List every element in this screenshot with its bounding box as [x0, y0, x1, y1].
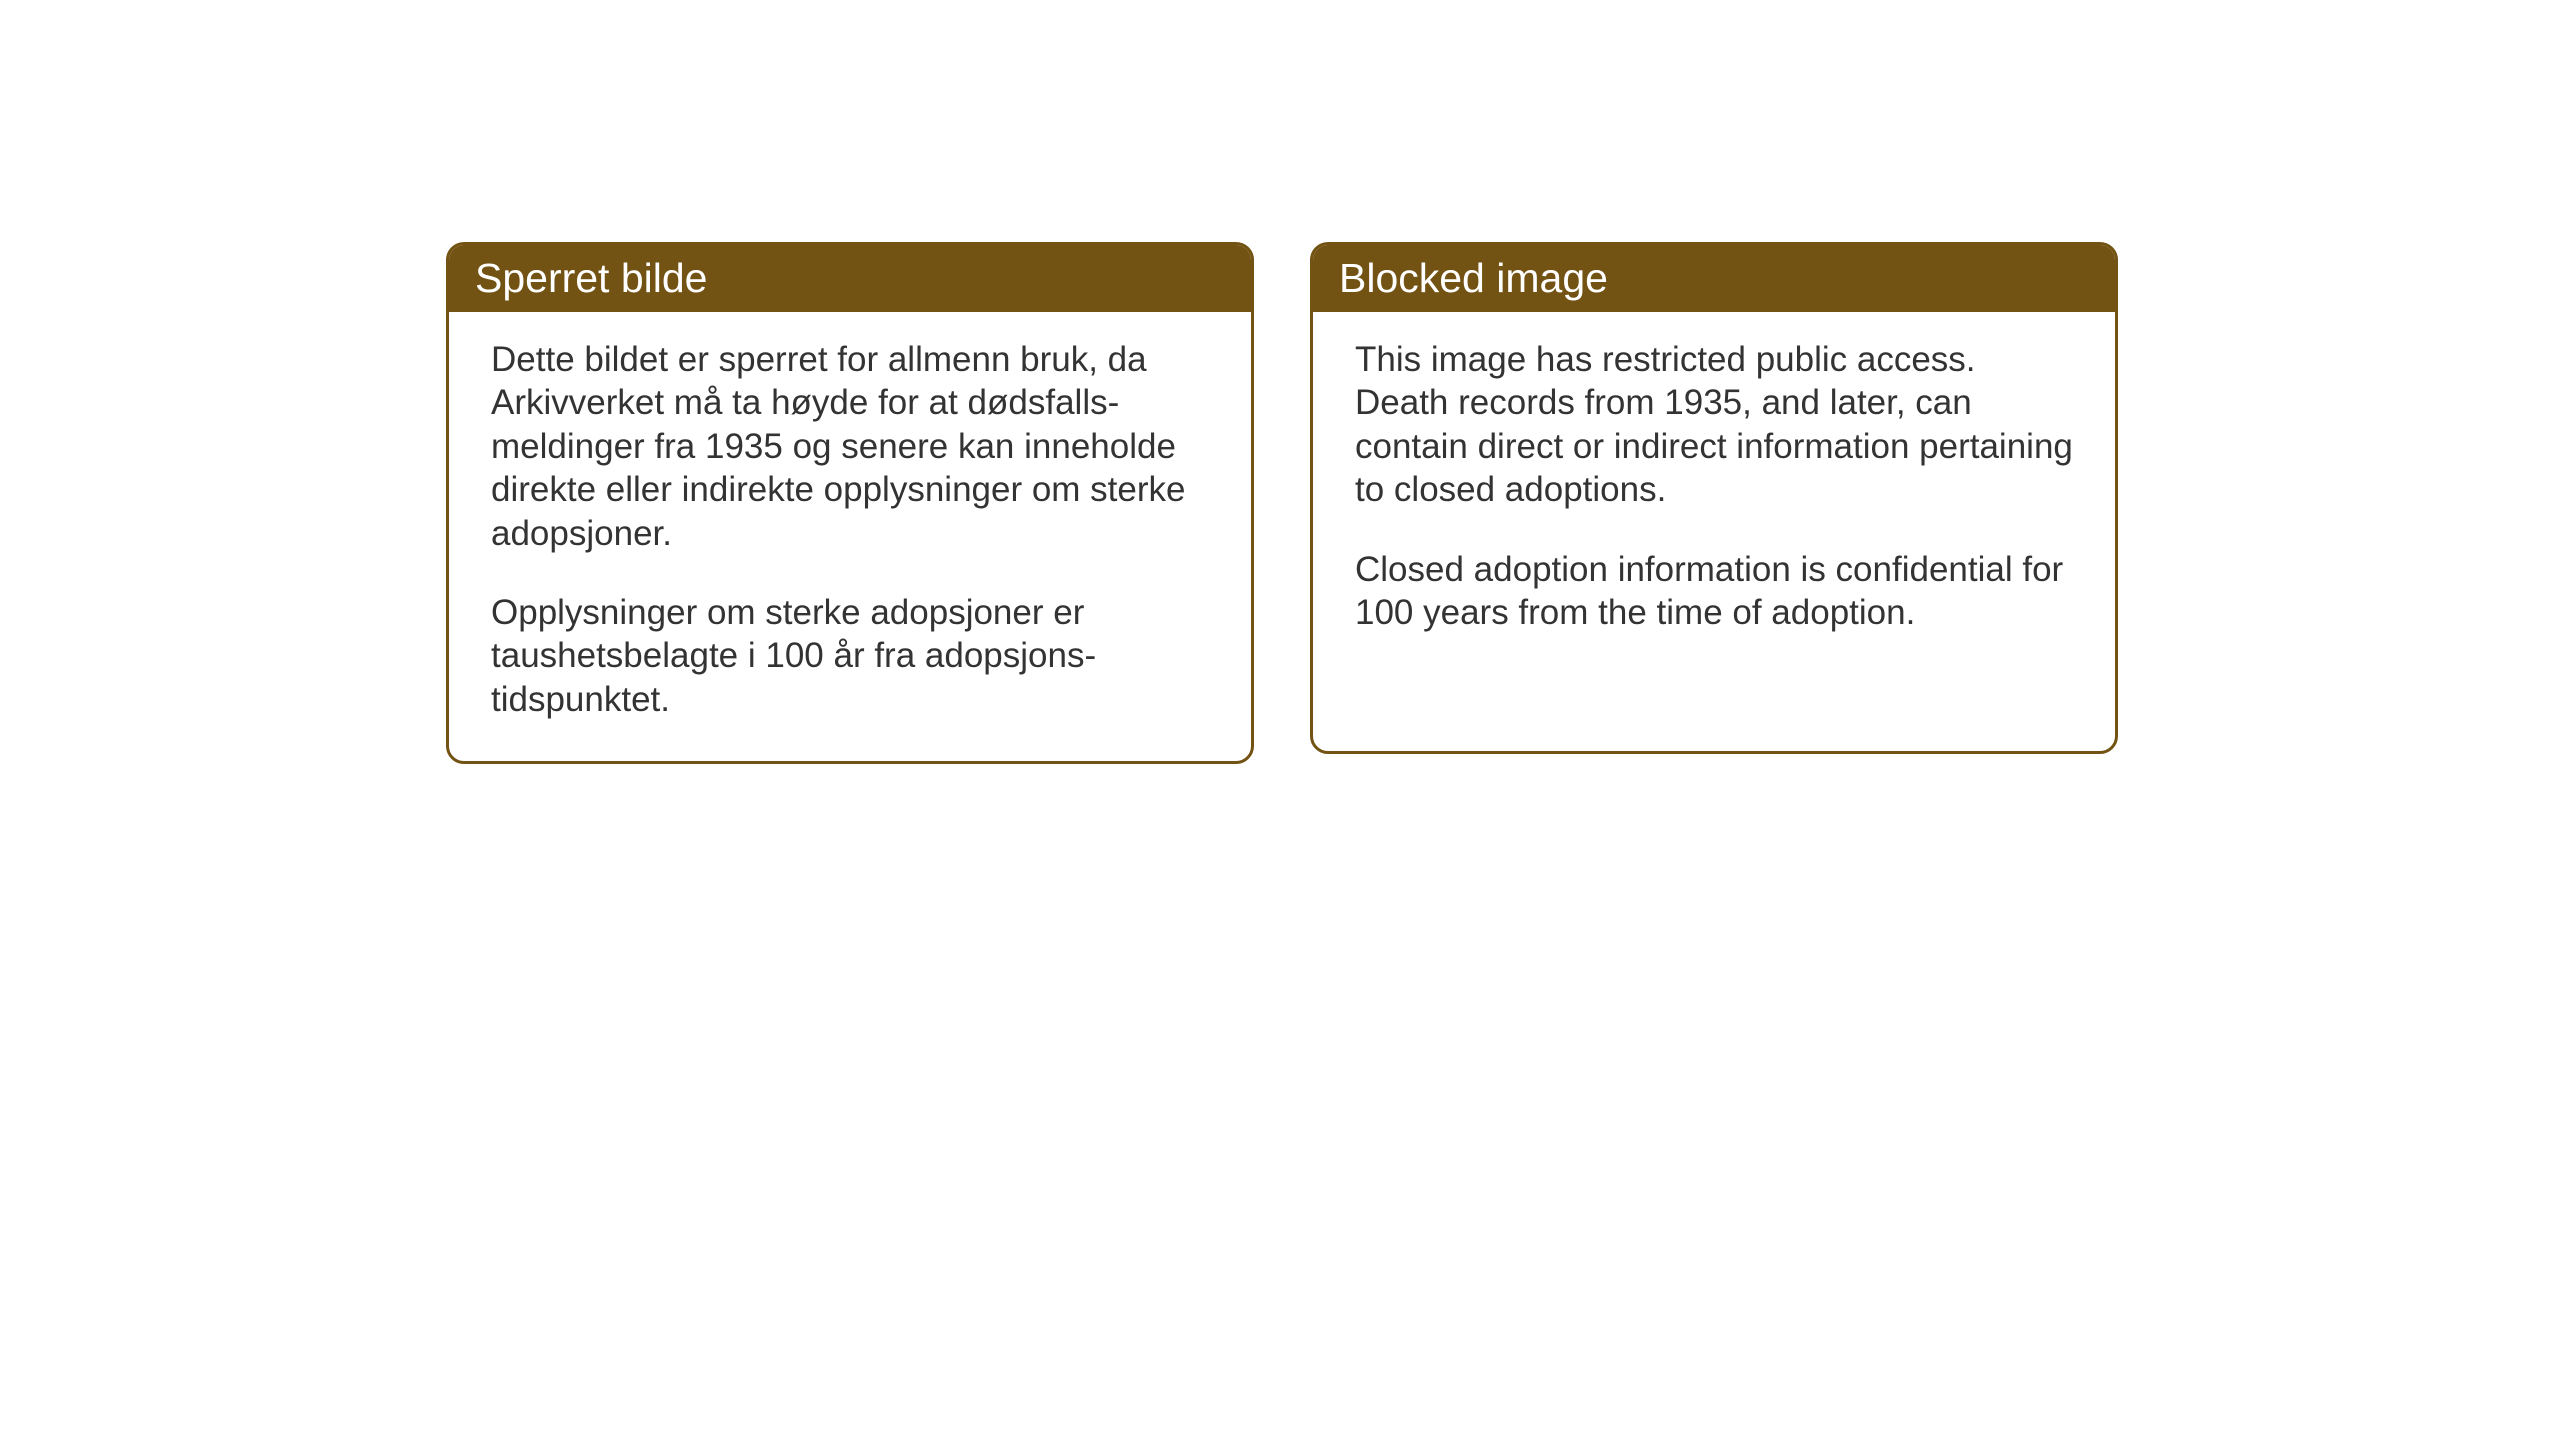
norwegian-card: Sperret bilde Dette bildet er sperret fo… [446, 242, 1254, 764]
norwegian-paragraph-1: Dette bildet er sperret for allmenn bruk… [491, 338, 1209, 555]
english-paragraph-1: This image has restricted public access.… [1355, 338, 2073, 512]
norwegian-card-title: Sperret bilde [449, 245, 1251, 312]
english-card-body: This image has restricted public access.… [1313, 312, 2115, 674]
norwegian-paragraph-2: Opplysninger om sterke adopsjoner er tau… [491, 591, 1209, 721]
english-card: Blocked image This image has restricted … [1310, 242, 2118, 754]
english-card-title: Blocked image [1313, 245, 2115, 312]
cards-container: Sperret bilde Dette bildet er sperret fo… [446, 242, 2118, 764]
norwegian-card-body: Dette bildet er sperret for allmenn bruk… [449, 312, 1251, 761]
english-paragraph-2: Closed adoption information is confident… [1355, 548, 2073, 635]
